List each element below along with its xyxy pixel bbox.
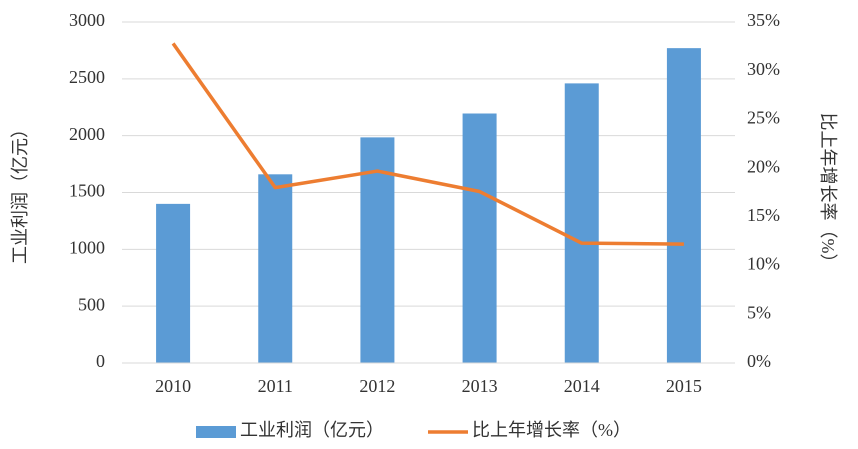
y2-tick-label: 5%	[747, 302, 771, 322]
x-tick-label: 2013	[462, 376, 498, 396]
bar	[666, 48, 701, 363]
legend-label: 工业利润（亿元）	[240, 420, 384, 440]
y-tick-label: 500	[78, 294, 105, 314]
y2-axis-title: 比上年增长率（%）	[818, 113, 838, 272]
y2-tick-label: 35%	[747, 10, 780, 30]
y2-tick-label: 25%	[747, 108, 780, 128]
bar	[156, 203, 191, 363]
y-tick-label: 1500	[69, 181, 105, 201]
y-tick-label: 0	[96, 351, 105, 371]
line	[171, 42, 684, 246]
x-tick-label: 2010	[155, 376, 191, 396]
x-tick-label: 2012	[359, 376, 395, 396]
x-tick-label: 2015	[666, 376, 702, 396]
y-tick-label: 2500	[69, 67, 105, 87]
y2-tick-label: 0%	[747, 351, 771, 371]
y2-tick-label: 20%	[747, 156, 780, 176]
y-tick-label: 3000	[69, 10, 105, 30]
y2-tick-label: 30%	[747, 59, 780, 79]
x-tick-label: 2014	[564, 376, 600, 396]
y2-tick-label: 10%	[747, 254, 780, 274]
bar	[564, 83, 599, 363]
legend-label: 比上年增长率（%）	[472, 420, 631, 440]
y-axis-title: 工业利润（亿元）	[10, 120, 30, 264]
x-tick-label: 2011	[258, 376, 293, 396]
y-tick-label: 1000	[69, 237, 105, 257]
bar	[462, 113, 497, 363]
y-tick-label: 2000	[69, 124, 105, 144]
bar	[258, 174, 293, 363]
legend-swatch	[196, 426, 236, 438]
y2-tick-label: 15%	[747, 205, 780, 225]
